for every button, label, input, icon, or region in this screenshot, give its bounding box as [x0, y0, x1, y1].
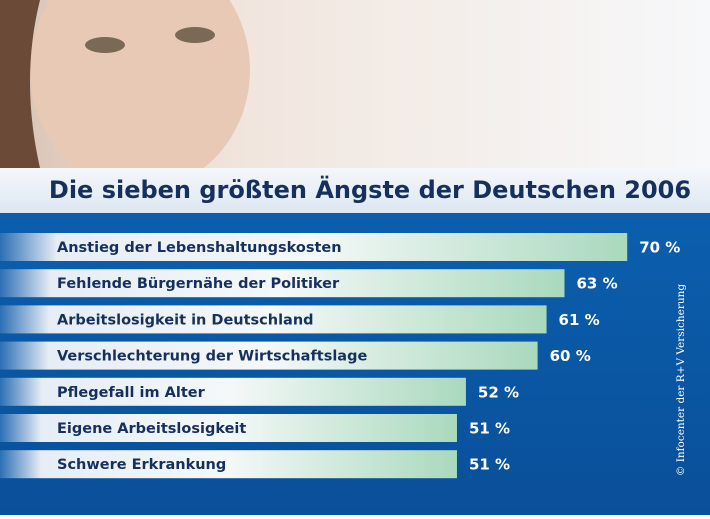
- category-label: Anstieg der Lebenshaltungskosten: [57, 240, 342, 256]
- bar: [0, 269, 565, 298]
- bar: [0, 450, 457, 479]
- category-label: Arbeitslosigkeit in Deutschland: [57, 312, 314, 328]
- category-label: Schwere Erkrankung: [57, 457, 226, 473]
- value-label: 70 %: [639, 239, 680, 257]
- eye: [175, 27, 215, 43]
- value-label: 52 %: [478, 383, 519, 401]
- eye: [85, 37, 125, 53]
- value-label: 63 %: [576, 275, 617, 293]
- value-label: 51 %: [469, 420, 510, 438]
- hair: [0, 0, 40, 168]
- chart-title: Die sieben größten Ängste der Deutschen …: [49, 175, 691, 204]
- bar: [0, 233, 628, 261]
- category-label: Verschlechterung der Wirtschaftslage: [57, 349, 367, 365]
- value-label: 60 %: [550, 347, 591, 365]
- bar: [0, 341, 538, 370]
- source: © Infocenter der R+V Versicherung: [675, 284, 687, 477]
- bar: [0, 305, 547, 334]
- value-label: 61 %: [559, 311, 600, 329]
- category-label: Fehlende Bürgernähe der Politiker: [57, 276, 340, 292]
- value-label: 51 %: [469, 456, 510, 474]
- face: [30, 0, 250, 190]
- title-band: [0, 168, 710, 213]
- category-label: Pflegefall im Alter: [57, 385, 206, 401]
- bar: [0, 414, 457, 442]
- category-label: Eigene Arbeitslosigkeit: [57, 421, 246, 437]
- bar: [0, 377, 466, 406]
